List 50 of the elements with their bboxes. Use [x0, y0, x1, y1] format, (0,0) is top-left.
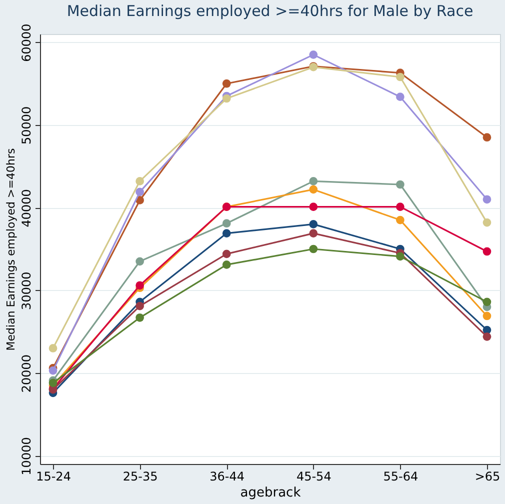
point [482, 133, 492, 142]
point [396, 252, 404, 261]
point [136, 177, 144, 186]
point [222, 260, 231, 269]
point [482, 312, 492, 320]
point [136, 257, 144, 266]
point [222, 94, 231, 103]
point [396, 72, 404, 82]
x-tick-label: >65 [474, 470, 500, 484]
point [222, 250, 231, 258]
x-axis-title: agebrack [240, 486, 302, 500]
point [309, 177, 318, 186]
point [396, 92, 404, 102]
y-tick-label: 50000 [20, 106, 34, 145]
point [309, 202, 318, 211]
y-tick-label: 40000 [20, 189, 34, 228]
point [48, 366, 58, 375]
point [48, 344, 58, 352]
point [396, 216, 404, 224]
point [222, 79, 231, 88]
point [48, 378, 58, 388]
chart-title: Median Earnings employed >=40hrs for Male by Race [66, 2, 474, 20]
x-tick-label: 25-35 [122, 470, 158, 484]
point [136, 281, 144, 290]
y-axis-title: Median Earnings employed >=40hrs [4, 148, 18, 351]
point [482, 195, 492, 204]
point [482, 298, 492, 306]
point [309, 229, 318, 238]
y-tick-label: 30000 [20, 272, 34, 310]
y-tick-label: 10000 [20, 437, 34, 476]
point [136, 302, 144, 310]
x-tick-label: 36-44 [210, 470, 245, 484]
point [482, 332, 492, 341]
point [309, 50, 318, 59]
point [396, 202, 404, 211]
point [309, 220, 318, 228]
x-tick-label: 55-64 [383, 470, 418, 484]
point [482, 218, 492, 227]
point [482, 247, 492, 256]
y-tick-label: 20000 [20, 354, 34, 393]
point [309, 244, 318, 254]
point [222, 219, 231, 228]
point [396, 180, 404, 189]
point [222, 229, 231, 238]
x-tick-label: 15-24 [36, 470, 71, 484]
point [136, 188, 144, 196]
x-tick-label: 45-54 [296, 470, 332, 484]
point [136, 313, 144, 322]
point [309, 185, 318, 194]
y-tick-label: 60000 [20, 24, 34, 62]
